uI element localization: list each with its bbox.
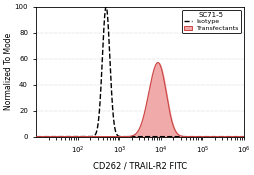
Y-axis label: Normalized To Mode: Normalized To Mode <box>4 33 13 110</box>
X-axis label: CD262 / TRAIL-R2 FITC: CD262 / TRAIL-R2 FITC <box>93 162 186 171</box>
Legend: Isotype, Transfectants: Isotype, Transfectants <box>181 10 240 33</box>
